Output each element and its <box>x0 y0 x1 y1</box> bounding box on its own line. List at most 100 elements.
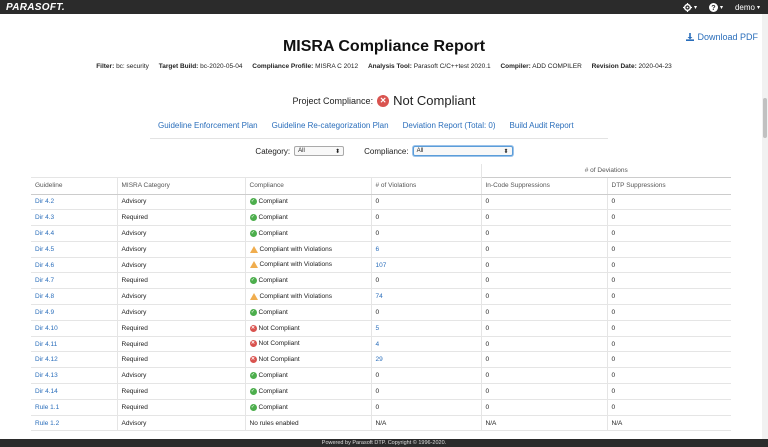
violations-value: 0 <box>375 403 380 411</box>
download-pdf-button[interactable]: Download PDF <box>686 32 758 42</box>
dtp-suppressions: 0 <box>607 209 731 227</box>
compliance-status-text: Compliant <box>258 198 288 206</box>
guideline-link[interactable]: Dir 4.14 <box>31 383 118 400</box>
guideline-link[interactable]: Dir 4.8 <box>31 288 118 306</box>
guideline-link[interactable]: Dir 4.6 <box>31 257 118 274</box>
compliance-select[interactable]: All ⬍ <box>412 146 513 156</box>
violations-count: 0 <box>371 304 482 321</box>
guideline-link[interactable]: Dir 4.9 <box>31 304 118 321</box>
warning-icon <box>249 245 258 253</box>
dtp-suppressions: 0 <box>607 320 731 337</box>
guideline-link[interactable]: Dir 4.7 <box>31 272 118 290</box>
compliance-status-text: Compliant with Violations <box>259 261 333 269</box>
guideline-link[interactable]: Dir 4.13 <box>31 367 118 385</box>
guideline-link[interactable]: Rule 1.1 <box>31 399 118 416</box>
col-header-compliance[interactable]: Compliance <box>245 177 372 195</box>
table-row: Dir 4.4 Advisory ✓ Compliant 0 0 0 <box>31 225 731 242</box>
help-menu[interactable]: ? ▾ <box>708 2 723 12</box>
violations-count[interactable]: 5 <box>371 320 482 337</box>
revision-date-value: 2020-04-23 <box>638 63 672 70</box>
col-header-dtp-suppressions[interactable]: DTP Suppressions <box>607 177 731 195</box>
compliance-status-text: No rules enabled <box>249 419 299 427</box>
category-select[interactable]: All ⬍ <box>294 146 345 156</box>
violations-count[interactable]: 4 <box>371 336 482 353</box>
violations-count: N/A <box>371 415 482 432</box>
guideline-link[interactable]: Dir 4.5 <box>31 241 118 258</box>
settings-menu[interactable]: ▾ <box>682 2 697 12</box>
misra-category: Advisory <box>117 304 246 321</box>
misra-category: Advisory <box>117 415 246 432</box>
check-circle-icon: ✓ <box>249 198 257 206</box>
check-circle-icon: ✓ <box>249 214 257 222</box>
table-row: Rule 1.2 Advisory No rules enabled N/A N/A N/… <box>31 415 731 432</box>
violations-value: 0 <box>375 229 380 237</box>
compliance-status-text: Compliant with Violations <box>259 245 333 253</box>
compliance-status-text: Not Compliant <box>258 324 300 332</box>
updown-icon: ⬍ <box>503 148 509 155</box>
col-header-guideline[interactable]: Guideline <box>31 177 118 195</box>
user-menu[interactable]: demo ▾ <box>735 3 760 12</box>
guideline-link[interactable]: Dir 4.4 <box>31 225 118 242</box>
table-row: Dir 4.6 Advisory Compliant with Violations… <box>31 257 731 274</box>
misra-category: Advisory <box>117 241 246 258</box>
guideline-link[interactable]: Dir 4.12 <box>31 351 118 369</box>
error-icon: ✕ <box>249 356 257 364</box>
gear-icon <box>682 2 692 12</box>
violations-count[interactable]: 29 <box>371 351 482 369</box>
violations-value[interactable]: 74 <box>375 293 383 301</box>
misra-category: Required <box>117 336 246 353</box>
user-name: demo <box>734 2 755 12</box>
link-build-audit-report[interactable]: Build Audit Report <box>509 121 574 130</box>
dtp-suppressions: 0 <box>607 351 731 369</box>
link-guideline-recategorization-plan[interactable]: Guideline Re-categorization Plan <box>271 121 389 130</box>
compliance-status: ✓ Compliant <box>245 209 372 227</box>
violations-count[interactable]: 107 <box>371 257 482 274</box>
help-icon: ? <box>708 2 718 12</box>
filter-label: Filter: <box>96 63 115 70</box>
col-header-violations[interactable]: # of Violations <box>371 177 482 195</box>
misra-category: Required <box>117 272 246 290</box>
in-code-suppressions: 0 <box>481 225 608 242</box>
guideline-link[interactable]: Dir 4.2 <box>31 194 118 211</box>
parasoft-logo[interactable]: PARASOFT. <box>6 1 65 13</box>
in-code-suppressions: 0 <box>481 304 608 321</box>
compliance-status: Compliant with Violations <box>245 257 372 274</box>
violations-value[interactable]: 6 <box>375 245 380 253</box>
updown-icon: ⬍ <box>335 148 341 155</box>
scrollbar-thumb[interactable] <box>763 98 767 138</box>
violations-count[interactable]: 6 <box>371 241 482 258</box>
violations-value: 0 <box>375 214 380 222</box>
misra-category: Advisory <box>117 257 246 274</box>
guideline-link[interactable]: Dir 4.3 <box>31 209 118 227</box>
link-deviation-report[interactable]: Deviation Report (Total: 0) <box>402 121 496 130</box>
table-row: Dir 4.9 Advisory ✓ Compliant 0 0 0 <box>31 304 731 321</box>
violations-value[interactable]: 29 <box>375 356 383 364</box>
compliance-status: Compliant with Violations <box>245 288 372 306</box>
filter-value: bc: security <box>116 63 149 70</box>
in-code-suppressions: 0 <box>481 367 608 385</box>
col-header-in-code-suppressions[interactable]: In-Code Suppressions <box>481 177 608 195</box>
violations-value[interactable]: 4 <box>375 340 380 348</box>
violations-count[interactable]: 74 <box>371 288 482 306</box>
target-build-value: bc-2020-05-04 <box>200 63 243 70</box>
misra-category: Advisory <box>117 367 246 385</box>
link-guideline-enforcement-plan[interactable]: Guideline Enforcement Plan <box>158 121 258 130</box>
violations-value[interactable]: 107 <box>375 261 387 269</box>
guideline-link[interactable]: Rule 1.2 <box>31 415 118 432</box>
check-circle-icon: ✓ <box>249 387 257 395</box>
violations-value: 0 <box>375 277 380 285</box>
violations-value: 0 <box>375 308 380 316</box>
error-icon: ✕ <box>249 324 257 332</box>
in-code-suppressions: 0 <box>481 399 608 416</box>
report-metadata: Filter: bc: security Target Build: bc-20… <box>0 63 768 70</box>
compliance-status-text: Not Compliant <box>258 356 300 364</box>
col-header-misra-category[interactable]: MISRA Category <box>117 177 246 195</box>
target-build-label: Target Build: <box>158 63 199 70</box>
violations-count: 0 <box>371 272 482 290</box>
violations-value[interactable]: 5 <box>375 324 380 332</box>
compliance-status: ✓ Compliant <box>245 399 372 416</box>
compliance-select-value: All <box>416 148 424 154</box>
guideline-link[interactable]: Dir 4.10 <box>31 320 118 337</box>
scrollbar[interactable] <box>762 14 768 439</box>
guideline-link[interactable]: Dir 4.11 <box>31 336 118 353</box>
